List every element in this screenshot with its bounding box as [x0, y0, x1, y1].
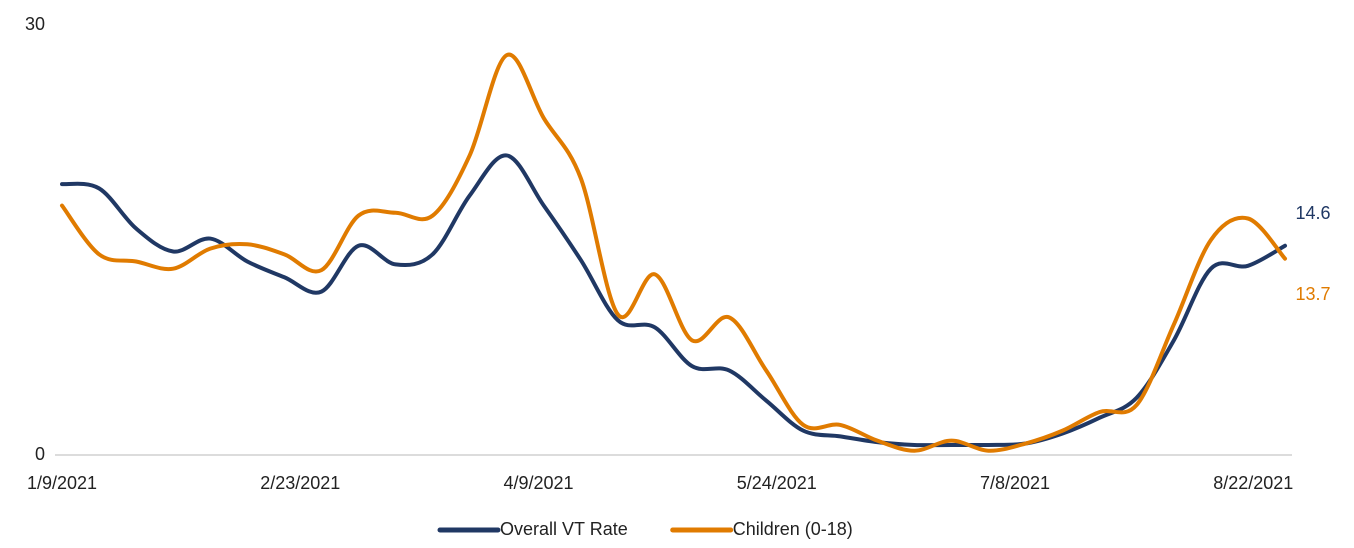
x-tick-label: 7/8/2021 [980, 473, 1050, 493]
series-line [60, 52, 1287, 453]
x-tick-label: 1/9/2021 [27, 473, 97, 493]
legend-label: Children (0-18) [733, 519, 853, 539]
y-tick-label: 30 [25, 14, 45, 34]
x-tick-label: 2/23/2021 [260, 473, 340, 493]
x-tick-label: 8/22/2021 [1213, 473, 1293, 493]
y-tick-label: 0 [35, 444, 45, 464]
legend-label: Overall VT Rate [500, 519, 628, 539]
end-value-label: 13.7 [1295, 284, 1330, 304]
x-tick-label: 4/9/2021 [503, 473, 573, 493]
x-tick-label: 5/24/2021 [737, 473, 817, 493]
end-value-label: 14.6 [1295, 203, 1330, 223]
series-line [60, 153, 1287, 448]
